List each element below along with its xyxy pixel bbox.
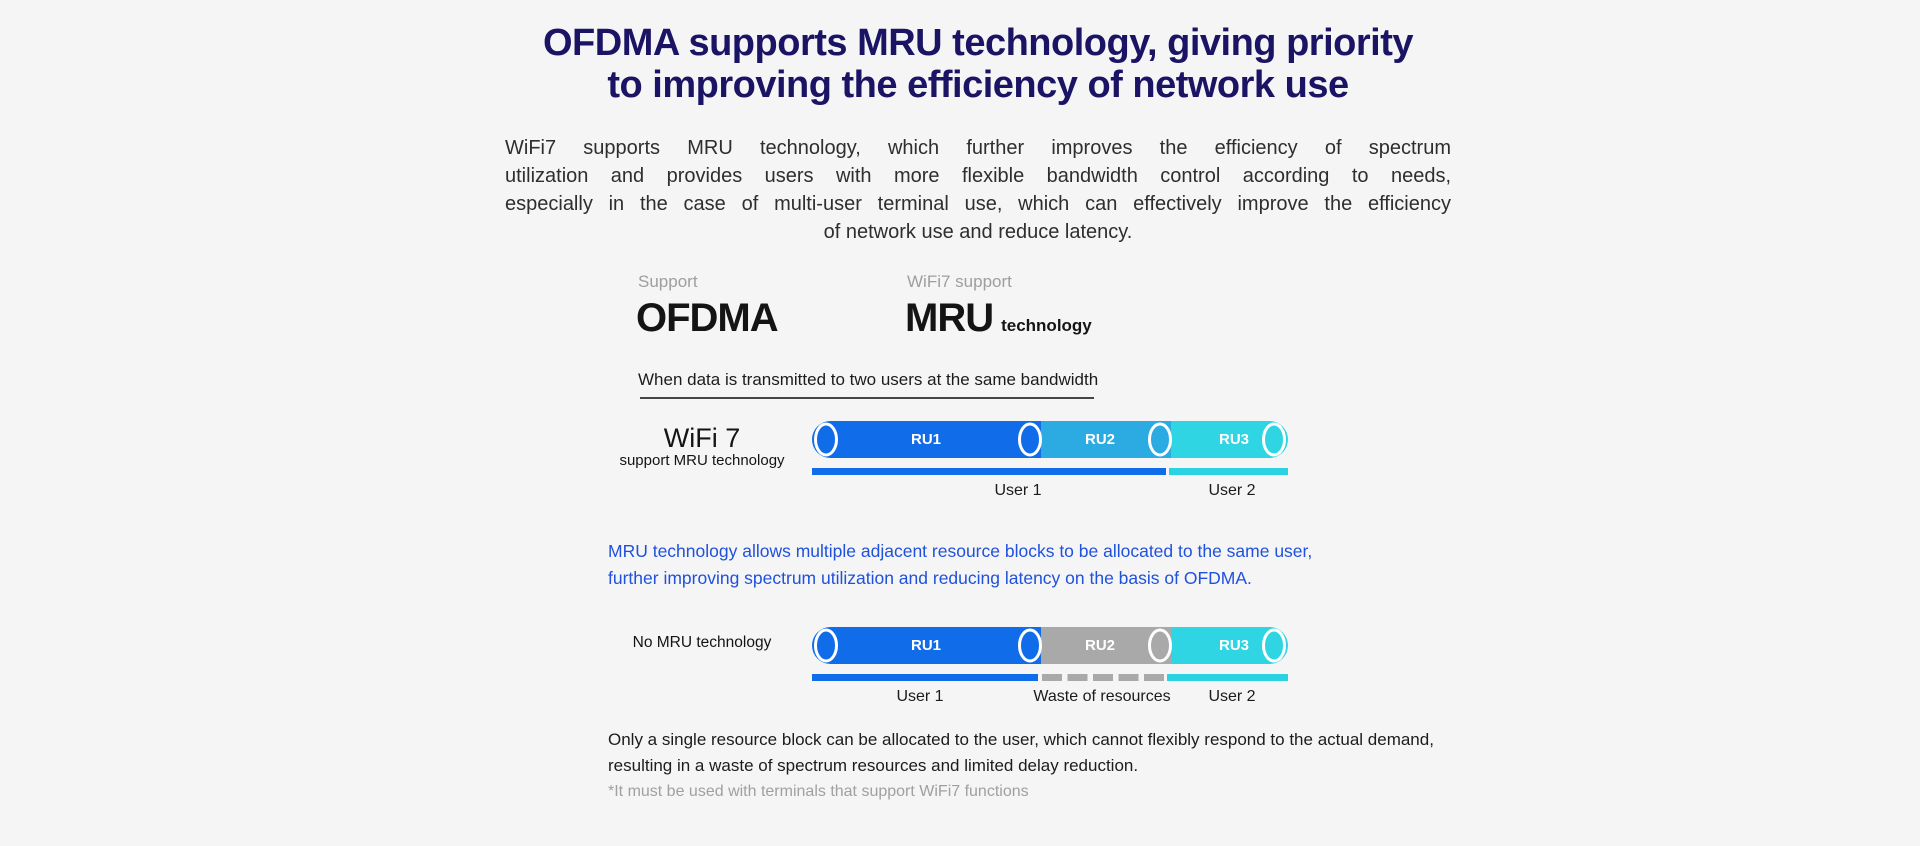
- intro-paragraph: WiFi7 supports MRU technology, which fur…: [505, 134, 1451, 246]
- intro-line: of network use and reduce latency.: [823, 221, 1133, 243]
- no-mru-note-line: Only a single resource block can be allo…: [608, 730, 1434, 749]
- mru-note: MRU technology allows multiple adjacent …: [608, 538, 1312, 592]
- no-mru-resource-bar: [812, 627, 1288, 664]
- intro-line: WiFi7 supports MRU technology, which fur…: [505, 137, 1451, 159]
- page-title-line-2: to improving the efficiency of network u…: [607, 64, 1349, 106]
- user1-allocation: [812, 674, 1038, 681]
- no-mru-waste-label: Waste of resources: [1033, 688, 1171, 705]
- mru-user-allocation-bar: [812, 468, 1288, 475]
- ru1-segment: [812, 421, 1041, 458]
- mru-user1-label: User 1: [994, 482, 1042, 499]
- ru1-label: RU1: [910, 431, 942, 448]
- ofdma-name: OFDMA: [636, 296, 779, 340]
- ru3-label: RU3: [1218, 637, 1250, 654]
- diagram-mru-label-title: WiFi 7: [663, 423, 741, 453]
- no-mru-bar-segments: [812, 627, 1288, 664]
- mru-eyebrow: WiFi7 support: [907, 272, 1012, 291]
- intro-line: utilization and provides users with more…: [505, 165, 1451, 187]
- page-title: OFDMA supports MRU technology, giving pr…: [487, 22, 1469, 106]
- no-mru-user-allocation-bar: [812, 674, 1288, 681]
- mru-name-suffix: technology: [1001, 316, 1092, 335]
- ru1-segment: [812, 627, 1041, 664]
- mru-name: MRU technology: [905, 296, 1092, 341]
- no-mru-note-line: resulting in a waste of spectrum resourc…: [608, 756, 1139, 775]
- user2-allocation: [1167, 674, 1288, 681]
- user1-allocation: [812, 468, 1166, 475]
- no-mru-user2-label: User 2: [1208, 688, 1256, 705]
- user2-allocation: [1169, 468, 1288, 475]
- scenario-caption: When data is transmitted to two users at…: [638, 370, 1099, 389]
- no-mru-user1-label: User 1: [896, 688, 944, 705]
- ru3-label: RU3: [1218, 431, 1250, 448]
- mru-bar-segments: [812, 421, 1288, 458]
- diagram-no-mru-label-title: No MRU technology: [632, 634, 772, 651]
- mru-resource-bar: [812, 421, 1288, 458]
- no-mru-note: Only a single resource block can be allo…: [608, 727, 1434, 779]
- ofdma-eyebrow: Support: [638, 272, 698, 291]
- mru-note-line: MRU technology allows multiple adjacent …: [608, 541, 1313, 561]
- mru-user2-label: User 2: [1208, 482, 1256, 499]
- mru-name-main: MRU: [905, 296, 994, 340]
- cylinder-cap-outlines: [814, 422, 1286, 457]
- mru-note-line: further improving spectrum utilization a…: [608, 568, 1252, 588]
- ru2-label: RU2: [1084, 431, 1116, 448]
- footnote: *It must be used with terminals that sup…: [608, 783, 1029, 800]
- diagram-mru-label-subtitle: support MRU technology: [619, 452, 785, 469]
- caption-underline: [640, 397, 1094, 399]
- cylinder-cap-outlines: [814, 628, 1286, 663]
- ru2-label: RU2: [1084, 637, 1116, 654]
- page-title-line-1: OFDMA supports MRU technology, giving pr…: [543, 22, 1413, 64]
- wasted-allocation-dashes: [1042, 674, 1164, 681]
- intro-line: especially in the case of multi-user ter…: [505, 193, 1451, 215]
- ru1-label: RU1: [910, 637, 942, 654]
